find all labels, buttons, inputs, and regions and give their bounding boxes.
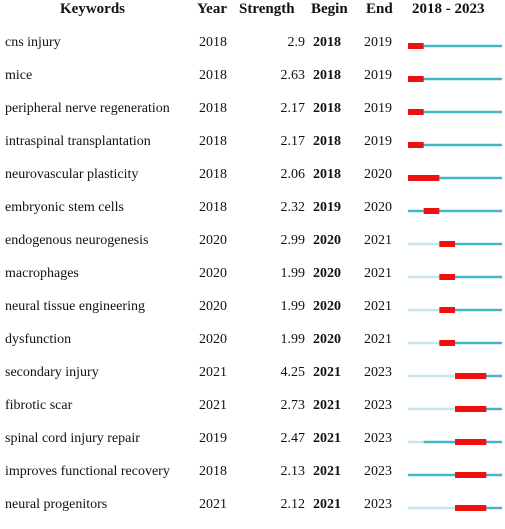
cell-year: 2020 [199, 332, 227, 347]
table-row: secondary injury 2021 4.25 2021 2023 [0, 364, 505, 397]
cell-strength: 2.12 [280, 497, 306, 512]
cell-year: 2020 [199, 266, 227, 281]
cell-keyword: fibrotic scar [5, 398, 73, 413]
cell-begin: 2021 [313, 497, 341, 512]
cell-keyword: spinal cord injury repair [5, 431, 140, 446]
header-begin: Begin [311, 1, 348, 17]
cell-strength: 2.63 [280, 68, 306, 83]
cell-keyword: intraspinal transplantation [5, 134, 151, 149]
cell-begin: 2020 [313, 299, 341, 314]
cell-begin: 2020 [313, 233, 341, 248]
cell-year: 2020 [199, 233, 227, 248]
cell-keyword: endogenous neurogenesis [5, 233, 149, 248]
cell-begin: 2020 [313, 266, 341, 281]
table-row: mice 2018 2.63 2018 2019 [0, 67, 505, 100]
cell-keyword: dysfunction [5, 332, 72, 347]
cell-end: 2020 [364, 167, 392, 182]
cell-strength: 2.9 [287, 35, 306, 50]
cell-end: 2021 [364, 233, 392, 248]
cell-begin: 2020 [313, 332, 341, 347]
cell-keyword: neural tissue engineering [5, 299, 145, 314]
cell-strength: 2.13 [280, 464, 306, 479]
cell-year: 2018 [199, 35, 227, 50]
cell-year: 2018 [199, 200, 227, 215]
cell-begin: 2019 [313, 200, 341, 215]
cell-strength: 2.73 [280, 398, 306, 413]
cell-begin: 2021 [313, 365, 341, 380]
cell-end: 2021 [364, 266, 392, 281]
cell-keyword: improves functional recovery [5, 464, 170, 479]
table-row: spinal cord injury repair 2019 2.47 2021 202… [0, 430, 505, 463]
cell-year: 2018 [199, 134, 227, 149]
cell-year: 2021 [199, 365, 227, 380]
table-row: neural tissue engineering 2020 1.99 2020 202… [0, 298, 505, 331]
cell-year: 2018 [199, 167, 227, 182]
cell-begin: 2018 [313, 35, 341, 50]
cell-begin: 2018 [313, 134, 341, 149]
table-row: neurovascular plasticity 2018 2.06 2018 2020 [0, 166, 505, 199]
cell-strength: 1.99 [280, 266, 306, 281]
table-row: embryonic stem cells 2018 2.32 2019 2020 [0, 199, 505, 232]
cell-strength: 2.47 [280, 431, 306, 446]
cell-year: 2021 [199, 398, 227, 413]
cell-begin: 2018 [313, 68, 341, 83]
cell-keyword: secondary injury [5, 365, 99, 380]
cell-strength: 2.17 [280, 134, 306, 149]
table-row: endogenous neurogenesis 2020 2.99 2020 2021 [0, 232, 505, 265]
cell-strength: 2.32 [280, 200, 306, 215]
cell-year: 2021 [199, 497, 227, 512]
cell-end: 2023 [364, 431, 392, 446]
cell-strength: 2.17 [280, 101, 306, 116]
table-row: macrophages 2020 1.99 2020 2021 [0, 265, 505, 298]
cell-begin: 2018 [313, 101, 341, 116]
cell-begin: 2021 [313, 464, 341, 479]
cell-end: 2019 [364, 101, 392, 116]
cell-begin: 2021 [313, 398, 341, 413]
cell-keyword: neural progenitors [5, 497, 108, 512]
cell-year: 2018 [199, 68, 227, 83]
cell-keyword: neurovascular plasticity [5, 167, 139, 182]
cell-year: 2020 [199, 299, 227, 314]
cell-end: 2023 [364, 464, 392, 479]
cell-strength: 1.99 [280, 299, 306, 314]
cell-year: 2018 [199, 101, 227, 116]
cell-end: 2019 [364, 35, 392, 50]
cell-keyword: peripheral nerve regeneration [5, 101, 170, 116]
cell-end: 2020 [364, 200, 392, 215]
cell-end: 2019 [364, 68, 392, 83]
cell-end: 2023 [364, 365, 392, 380]
burst-timeline-chart [408, 43, 502, 511]
cell-year: 2019 [199, 431, 227, 446]
table-row: peripheral nerve regeneration 2018 2.17 201… [0, 100, 505, 133]
cell-end: 2023 [364, 398, 392, 413]
cell-strength: 4.25 [280, 365, 306, 380]
cell-keyword: cns injury [5, 35, 61, 50]
cell-end: 2023 [364, 497, 392, 512]
table-row: intraspinal transplantation 2018 2.17 2018 2… [0, 133, 505, 166]
cell-year: 2018 [199, 464, 227, 479]
table-row: fibrotic scar 2021 2.73 2021 2023 [0, 397, 505, 430]
cell-begin: 2021 [313, 431, 341, 446]
header-timeline-range: 2018 - 2023 [412, 1, 485, 17]
cell-keyword: mice [5, 68, 33, 83]
table-row: cns injury 2018 2.9 2018 2019 [0, 34, 505, 67]
header-year: Year [197, 1, 227, 17]
table-row: improves functional recovery 2018 2.13 2021… [0, 463, 505, 496]
header-keywords: Keywords [60, 1, 125, 17]
cell-strength: 2.06 [280, 167, 306, 182]
cell-end: 2021 [364, 332, 392, 347]
table-row: neural progenitors 2021 2.12 2021 2023 [0, 496, 505, 529]
cell-end: 2021 [364, 299, 392, 314]
cell-strength: 2.99 [280, 233, 306, 248]
header-end: End [366, 1, 393, 17]
cell-begin: 2018 [313, 167, 341, 182]
cell-keyword: macrophages [5, 266, 79, 281]
header-strength: Strength [239, 1, 295, 17]
cell-keyword: embryonic stem cells [5, 200, 124, 215]
cell-end: 2019 [364, 134, 392, 149]
table-row: dysfunction 2020 1.99 2020 2021 [0, 331, 505, 364]
cell-strength: 1.99 [280, 332, 306, 347]
